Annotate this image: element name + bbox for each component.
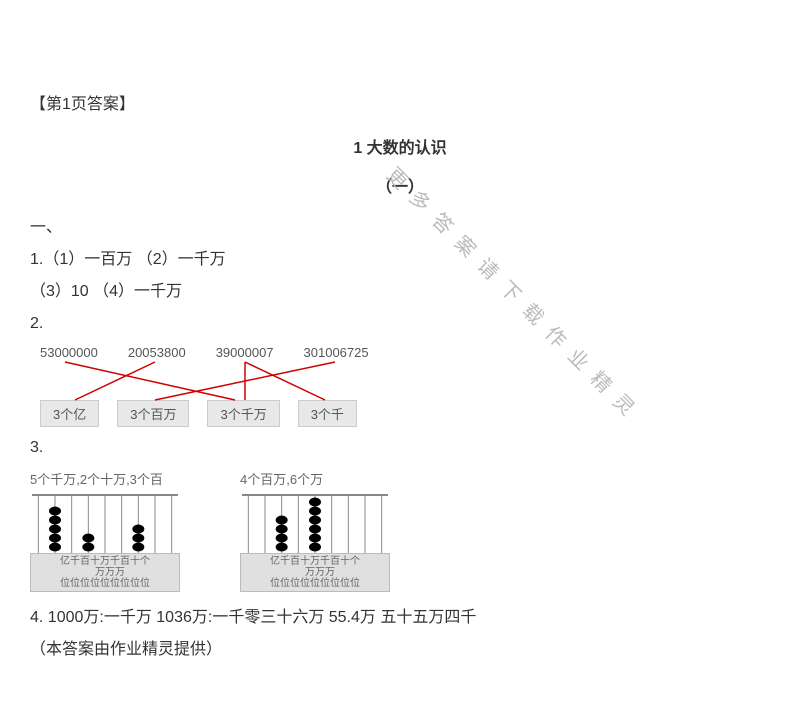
abacus-right-base: 亿千百十万千百十个 万万万 位位位位位位位位位 xyxy=(240,553,390,592)
q1-line1: 1.（1）一百万 （2）一千万 xyxy=(30,244,770,276)
matching-diagram: 53000000 20053800 39000007 301006725 3个亿… xyxy=(30,345,770,427)
footer-line: （本答案由作业精灵提供） xyxy=(30,634,770,666)
q4-line: 4. 1000万:一千万 1036万:一千零三十六万 55.4万 五十五万四千 xyxy=(30,602,770,634)
q1-line2: （3）10 （4）一千万 xyxy=(30,276,770,308)
match-label-0: 3个亿 xyxy=(40,400,99,427)
match-num-1: 20053800 xyxy=(128,345,186,360)
abacus-left-svg xyxy=(30,493,180,553)
match-label-2: 3个千万 xyxy=(207,400,279,427)
match-num-3: 301006725 xyxy=(304,345,369,360)
abacus-left: 5个千万,2个十万,3个百 亿千百十万千百十个 万万万 位位位位位位位位位 xyxy=(30,469,180,592)
match-num-2: 39000007 xyxy=(216,345,274,360)
match-label-3: 3个千 xyxy=(298,400,357,427)
match-num-0: 53000000 xyxy=(40,345,98,360)
abacus-section: 5个千万,2个十万,3个百 亿千百十万千百十个 万万万 位位位位位位位位位 4个… xyxy=(30,469,770,592)
abacus-left-label: 5个千万,2个十万,3个百 xyxy=(30,469,180,488)
matching-lines xyxy=(40,360,400,402)
match-label-1: 3个百万 xyxy=(117,400,189,427)
section-a: 一、 xyxy=(30,212,770,244)
abacus-right-svg xyxy=(240,493,390,553)
abacus-right: 4个百万,6个万 亿千百十万千百十个 万万万 位位位位位位位位位 xyxy=(240,469,390,592)
q2-label: 2. xyxy=(30,308,770,340)
abacus-left-base: 亿千百十万千百十个 万万万 位位位位位位位位位 xyxy=(30,553,180,592)
q3-label: 3. xyxy=(30,432,770,464)
main-title: 1 大数的认识 xyxy=(30,134,770,158)
page-header: 【第1页答案】 xyxy=(30,90,770,114)
abacus-right-label: 4个百万,6个万 xyxy=(240,469,390,488)
subtitle: （一） xyxy=(30,173,770,197)
